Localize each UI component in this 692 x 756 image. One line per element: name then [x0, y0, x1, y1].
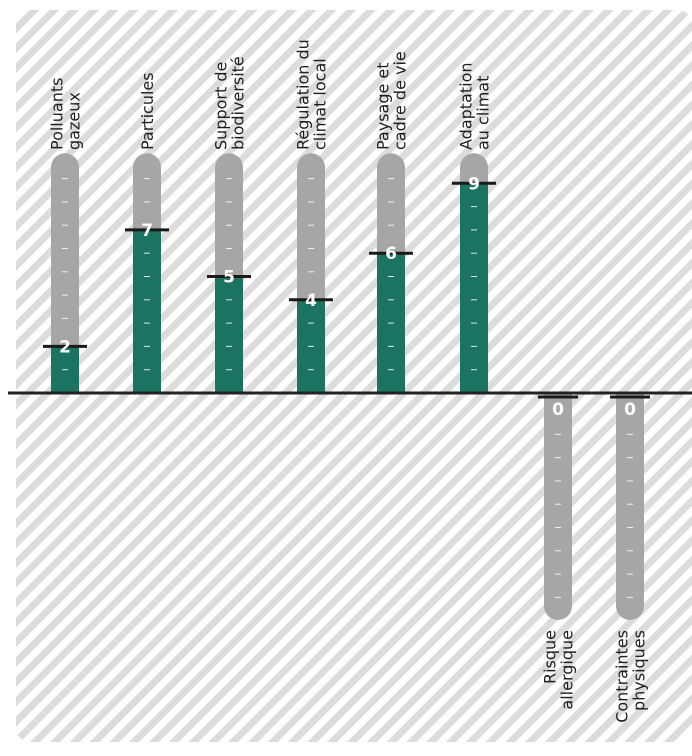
value-label: 9 [468, 174, 480, 194]
bar-track [616, 393, 644, 620]
value-label: 0 [552, 400, 564, 420]
value-label: 6 [385, 244, 397, 264]
bar-value [215, 276, 243, 393]
category-label-group: Particules [138, 72, 157, 150]
category-label: gazeux [65, 92, 84, 150]
category-label: Régulation du [294, 39, 313, 150]
category-label: physiques [630, 630, 649, 711]
category-label: Particules [138, 72, 157, 150]
category-label: cadre de vie [391, 51, 410, 150]
category-label: Polluants [48, 78, 67, 150]
value-label: 2 [59, 337, 71, 357]
value-label: 4 [305, 291, 317, 311]
value-label: 5 [223, 268, 235, 288]
category-label: Adaptation [457, 62, 476, 150]
value-label: 0 [624, 400, 636, 420]
bar-value [133, 229, 161, 393]
category-label: Support de [212, 62, 231, 150]
bar-track [51, 153, 79, 393]
chart-background [16, 10, 692, 742]
category-label: allergique [558, 630, 577, 710]
bar-value [460, 183, 488, 393]
category-label: biodiversité [229, 56, 248, 150]
bar-track [544, 393, 572, 620]
value-label: 7 [141, 221, 153, 241]
category-label: Paysage et [374, 62, 393, 150]
category-label: Risque [541, 630, 560, 684]
category-label: Contraintes [613, 630, 632, 723]
category-label: au climat [474, 76, 493, 150]
category-label: climat local [311, 58, 330, 150]
